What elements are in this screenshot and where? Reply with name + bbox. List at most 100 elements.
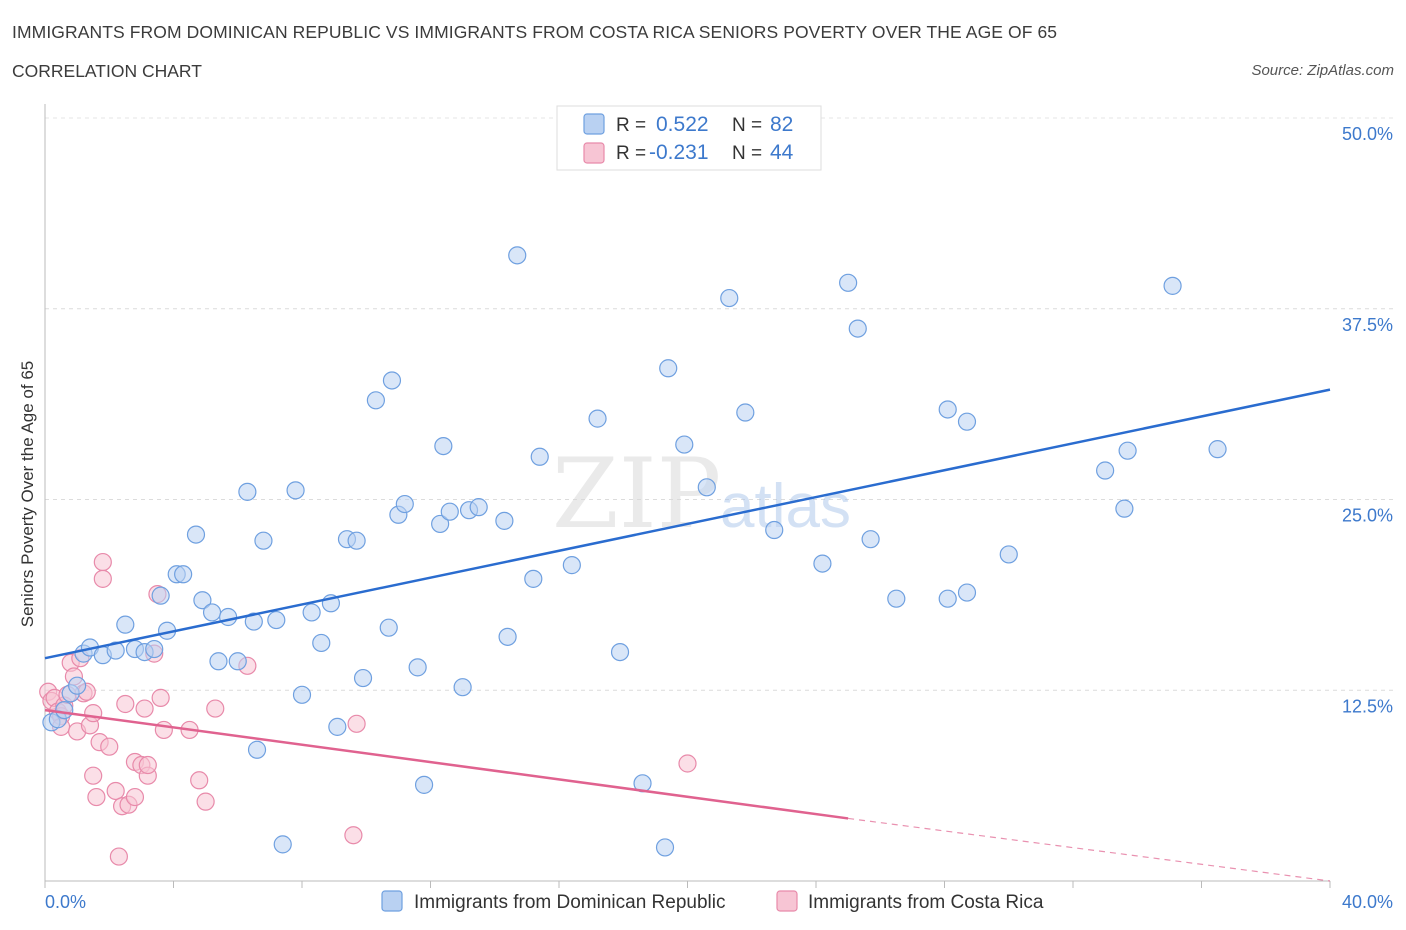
legend-r-value-1: 0.522	[656, 113, 709, 136]
x-tick-label-min: 0.0%	[45, 892, 86, 912]
y-tick-label-3: 50.0%	[1342, 124, 1393, 144]
point-dominican-73	[938, 589, 957, 608]
point-dominican-19	[202, 603, 222, 622]
point-costa-rica-28	[125, 787, 145, 807]
legend-r-label-1: R =	[616, 115, 646, 136]
point-dominican-76	[999, 545, 1018, 564]
point-dominican-23	[238, 482, 257, 501]
point-dominican-64	[720, 288, 739, 308]
point-dominican-40	[382, 371, 402, 390]
point-costa-rica-16	[84, 766, 103, 785]
point-dominican-46	[434, 436, 453, 456]
point-dominican-68	[839, 273, 858, 292]
series-costa-rica-points	[39, 552, 697, 866]
point-dominican-8	[106, 641, 125, 660]
point-dominican-36	[347, 531, 366, 550]
y-tick-label-0: 12.5%	[1342, 696, 1393, 716]
point-costa-rica-44	[678, 754, 697, 773]
point-dominican-16	[174, 565, 193, 584]
point-dominican-51	[495, 511, 514, 530]
bottom-legend-swatch-dominican	[381, 890, 403, 912]
point-dominican-2	[55, 700, 74, 720]
point-dominican-62	[675, 435, 694, 454]
point-dominican-37	[353, 668, 373, 688]
point-costa-rica-36	[154, 720, 173, 740]
point-dominican-54	[524, 569, 543, 588]
point-dominican-29	[286, 481, 305, 500]
point-dominican-63	[697, 478, 716, 497]
x-tick-labels: 0.0% 40.0%	[45, 892, 1393, 912]
y-tick-labels: 12.5% 25.0% 37.5% 50.0%	[1342, 124, 1393, 716]
point-costa-rica-21	[100, 737, 119, 756]
chart-title: IMMIGRANTS FROM DOMINICAN REPUBLIC VS IM…	[12, 22, 1058, 42]
point-dominican-56	[562, 556, 581, 575]
point-dominican-39	[379, 618, 398, 637]
legend-n-value-1: 82	[770, 113, 793, 136]
point-costa-rica-22	[106, 781, 125, 801]
point-dominican-20	[209, 652, 228, 671]
point-dominican-60	[655, 838, 675, 857]
point-dominican-43	[408, 658, 427, 677]
point-dominican-77	[1096, 461, 1115, 480]
point-dominican-48	[453, 678, 472, 697]
trend-line-costa-rica-extension	[848, 817, 1331, 882]
y-tick-label-2: 37.5%	[1342, 315, 1393, 335]
point-dominican-24	[244, 612, 263, 631]
series-legend: Immigrants from Dominican Republic Immig…	[381, 890, 1044, 913]
point-costa-rica-30	[135, 699, 154, 718]
point-costa-rica-17	[87, 787, 106, 807]
point-dominican-12	[145, 639, 164, 659]
point-dominican-22	[228, 652, 247, 671]
point-costa-rica-25	[116, 694, 135, 714]
point-dominican-45	[431, 514, 450, 534]
point-dominican-50	[469, 498, 488, 517]
point-costa-rica-40	[206, 699, 225, 718]
point-dominican-65	[736, 403, 755, 422]
point-costa-rica-43	[347, 714, 366, 733]
point-dominican-66	[765, 520, 784, 540]
point-dominican-71	[887, 589, 906, 608]
point-dominican-52	[498, 627, 517, 646]
point-costa-rica-35	[151, 688, 170, 707]
point-dominican-74	[957, 412, 977, 431]
legend-n-label-1: N =	[732, 115, 762, 136]
point-dominican-26	[254, 531, 273, 550]
point-dominican-72	[938, 400, 957, 419]
point-dominican-57	[588, 409, 607, 428]
point-dominican-30	[292, 685, 312, 704]
bottom-legend-swatch-costa-rica	[776, 890, 798, 912]
correlation-legend: R = 0.522 N = 82 R = -0.231 N = 44	[556, 105, 822, 171]
point-costa-rica-23	[109, 847, 128, 866]
legend-swatch-costa-rica	[583, 142, 605, 164]
point-dominican-79	[1118, 441, 1137, 460]
watermark-zip: ZIP	[552, 438, 721, 550]
gridlines	[45, 117, 1395, 691]
point-costa-rica-42	[344, 826, 363, 845]
point-costa-rica-32	[138, 755, 157, 775]
point-dominican-61	[659, 359, 678, 378]
point-dominican-70	[861, 530, 880, 549]
point-dominican-18	[193, 591, 212, 610]
point-dominican-17	[186, 525, 206, 544]
trend-line-costa-rica	[44, 708, 849, 820]
watermark-atlas: atlas	[720, 472, 851, 541]
legend-swatch-dominican	[583, 113, 605, 135]
axes	[44, 104, 1331, 888]
legend-r-value-2: -0.231	[649, 141, 709, 164]
y-axis-title: Seniors Poverty Over the Age of 65	[18, 361, 37, 627]
point-dominican-32	[312, 633, 331, 653]
legend-r-label-2: R =	[616, 143, 646, 164]
watermark: ZIP atlas	[552, 438, 851, 550]
point-dominican-42	[395, 494, 414, 514]
trend-lines	[44, 388, 1331, 882]
point-dominican-78	[1115, 499, 1134, 518]
point-dominican-69	[848, 319, 867, 338]
legend-n-label-2: N =	[732, 143, 762, 164]
point-dominican-38	[366, 391, 385, 410]
bottom-legend-label-dominican: Immigrants from Dominican Republic	[414, 892, 726, 913]
point-costa-rica-19	[93, 552, 112, 572]
point-dominican-58	[610, 642, 630, 662]
bottom-legend-label-costa-rica: Immigrants from Costa Rica	[808, 892, 1044, 913]
point-dominican-4	[68, 676, 87, 695]
